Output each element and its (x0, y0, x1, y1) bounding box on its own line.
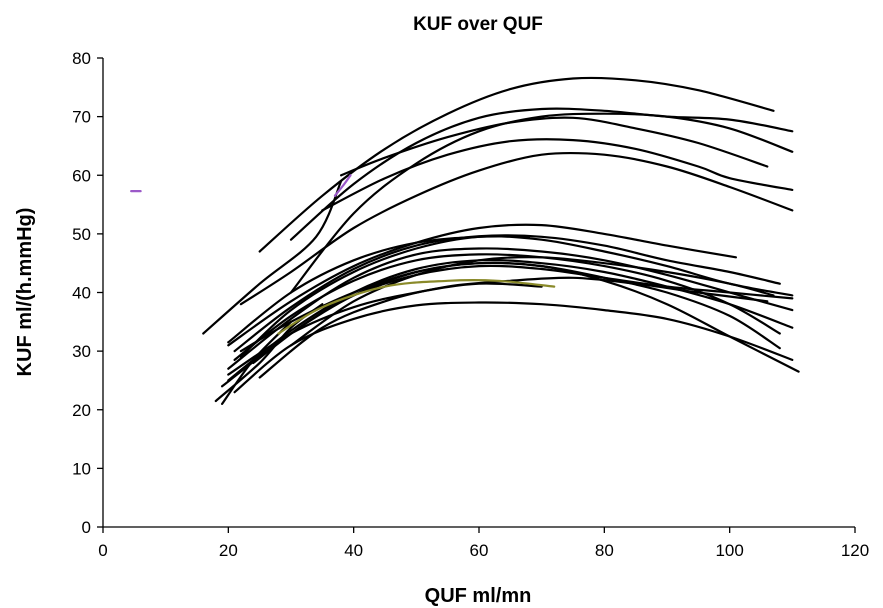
series-line-12 (233, 253, 781, 361)
x-tick-label: 0 (98, 541, 107, 560)
series-line-4 (340, 116, 769, 177)
x-tick-label: 60 (470, 541, 489, 560)
y-tick-label: 70 (72, 108, 91, 127)
series-line-2 (289, 107, 794, 241)
series-line-21 (214, 303, 324, 403)
y-tick-label: 20 (72, 401, 91, 420)
y-tick-label: 80 (72, 49, 91, 68)
x-tick-label: 20 (219, 541, 238, 560)
x-axis-label: QUF ml/mn (425, 585, 532, 607)
series-line-3 (289, 112, 794, 294)
y-tick-label: 0 (82, 518, 91, 537)
x-axis-ticks: 0 20 40 60 80 100 120 (98, 527, 869, 560)
y-tick-label: 60 (72, 166, 91, 185)
x-tick-label: 40 (344, 541, 363, 560)
x-tick-label: 120 (841, 541, 869, 560)
series-layer (130, 76, 800, 405)
series-line-20 (233, 301, 794, 394)
x-tick-label: 100 (715, 541, 743, 560)
series-line-7 (202, 180, 343, 335)
series-line-13 (227, 258, 794, 382)
series-line-19 (227, 282, 543, 376)
series-line-1 (258, 76, 775, 253)
series-line-23 (227, 235, 531, 344)
series-line-5 (321, 138, 794, 212)
chart-title: KUF over QUF (413, 14, 543, 35)
series-line-17 (289, 256, 775, 347)
y-axis-label: KUF ml/(h.mmHg) (14, 208, 36, 377)
series-line-18 (252, 264, 794, 364)
y-axis-ticks: 0 10 20 30 40 50 60 70 80 (72, 49, 103, 537)
series-line-6 (239, 151, 794, 306)
series-line-25 (333, 174, 352, 197)
y-tick-label: 50 (72, 225, 91, 244)
y-tick-label: 40 (72, 284, 91, 303)
x-tick-label: 80 (595, 541, 614, 560)
series-line-24 (277, 278, 556, 335)
y-tick-label: 10 (72, 459, 91, 478)
series-line-8 (227, 223, 737, 347)
y-tick-label: 30 (72, 342, 91, 361)
